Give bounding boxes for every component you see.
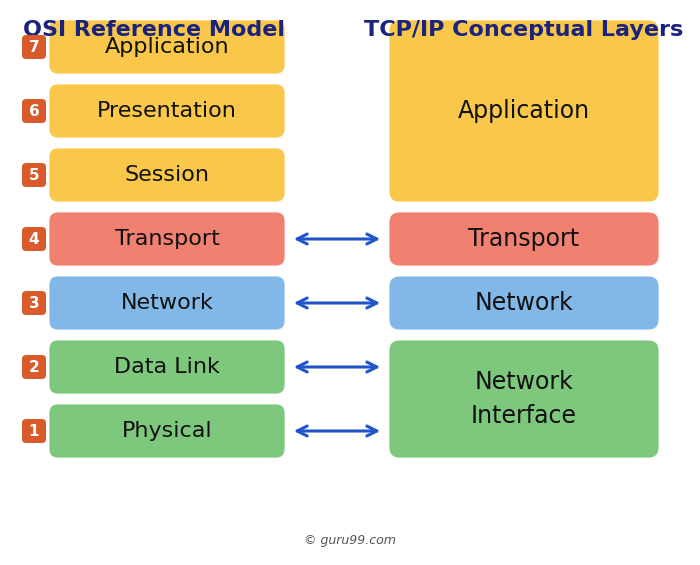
FancyBboxPatch shape <box>48 211 286 267</box>
FancyBboxPatch shape <box>22 99 46 123</box>
FancyBboxPatch shape <box>22 35 46 59</box>
Text: 4: 4 <box>29 232 39 246</box>
Text: Application: Application <box>458 99 590 123</box>
Text: 2: 2 <box>29 359 39 375</box>
FancyBboxPatch shape <box>22 355 46 379</box>
Text: Presentation: Presentation <box>97 101 237 121</box>
Text: 7: 7 <box>29 40 39 54</box>
FancyBboxPatch shape <box>48 147 286 203</box>
FancyBboxPatch shape <box>388 275 660 331</box>
Text: Network: Network <box>120 293 214 313</box>
FancyBboxPatch shape <box>388 19 660 203</box>
FancyBboxPatch shape <box>22 227 46 251</box>
Text: Session: Session <box>125 165 209 185</box>
Text: 1: 1 <box>29 424 39 438</box>
Text: Physical: Physical <box>122 421 212 441</box>
Text: Network: Network <box>475 291 573 315</box>
Text: Network
Interface: Network Interface <box>471 370 577 428</box>
FancyBboxPatch shape <box>48 275 286 331</box>
Text: Data Link: Data Link <box>114 357 220 377</box>
FancyBboxPatch shape <box>22 419 46 443</box>
Text: Application: Application <box>105 37 230 57</box>
FancyBboxPatch shape <box>48 403 286 459</box>
Text: 6: 6 <box>29 103 39 119</box>
Text: TCP/IP Conceptual Layers: TCP/IP Conceptual Layers <box>365 20 684 40</box>
Text: 3: 3 <box>29 295 39 311</box>
FancyBboxPatch shape <box>22 291 46 315</box>
Text: Transport: Transport <box>468 227 580 251</box>
Text: Transport: Transport <box>115 229 219 249</box>
FancyBboxPatch shape <box>22 163 46 187</box>
Text: 5: 5 <box>29 167 39 182</box>
FancyBboxPatch shape <box>48 83 286 139</box>
FancyBboxPatch shape <box>48 19 286 75</box>
Text: OSI Reference Model: OSI Reference Model <box>23 20 285 40</box>
FancyBboxPatch shape <box>48 339 286 395</box>
FancyBboxPatch shape <box>388 339 660 459</box>
Text: © guru99.com: © guru99.com <box>304 534 396 547</box>
FancyBboxPatch shape <box>388 211 660 267</box>
